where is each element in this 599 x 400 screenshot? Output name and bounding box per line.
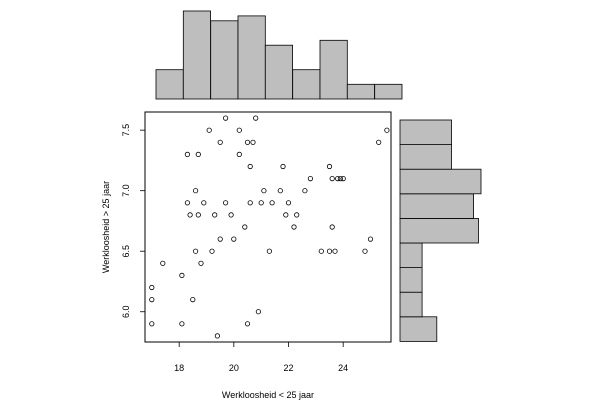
data-point: [269, 200, 275, 206]
histogram-bar: [399, 291, 423, 318]
x-tick-label: 24: [338, 363, 348, 373]
histogram-bar: [399, 316, 438, 342]
data-point: [376, 139, 382, 145]
histogram-bar: [399, 267, 423, 293]
x-axis-label: Werkloosheid < 25 jaar: [222, 390, 314, 400]
y-tick-label: 7.0: [121, 184, 131, 197]
data-point: [244, 321, 251, 327]
data-point: [179, 321, 185, 327]
y-axis: 6.0 6.5 7.0 7.5: [121, 124, 146, 318]
data-point: [332, 248, 338, 254]
data-point: [250, 139, 256, 145]
plot-frame: [144, 111, 392, 343]
data-point: [193, 188, 199, 194]
data-point: [195, 151, 201, 157]
data-point: [236, 127, 242, 133]
data-point: [223, 115, 229, 121]
histogram-bar: [182, 10, 212, 100]
data-point: [184, 151, 190, 157]
data-point: [307, 176, 313, 182]
data-point: [190, 296, 196, 303]
data-point: [228, 212, 234, 218]
data-point: [217, 236, 223, 242]
data-point: [261, 188, 267, 194]
histogram-bar: [399, 168, 482, 195]
data-point: [184, 200, 190, 206]
data-point: [255, 309, 261, 315]
data-point: [329, 224, 335, 230]
y-axis-label: Werkloosheid > 25 jaar: [101, 181, 111, 273]
y-tick-label: 6.5: [121, 245, 131, 258]
data-point: [179, 272, 185, 278]
data-point: [367, 236, 374, 242]
data-point: [266, 248, 272, 254]
histogram-bar: [399, 144, 452, 170]
histogram-bar: [346, 83, 375, 100]
top-histogram: [155, 10, 403, 100]
data-point: [294, 212, 300, 218]
histogram-bar: [399, 193, 474, 219]
data-point: [244, 139, 251, 145]
data-point: [280, 163, 286, 170]
data-point: [362, 248, 368, 254]
histogram-bar: [292, 69, 321, 100]
data-point: [160, 260, 166, 266]
data-point: [340, 176, 346, 182]
data-point: [195, 212, 201, 218]
data-point: [291, 224, 297, 230]
data-point: [187, 212, 193, 218]
data-point: [337, 176, 343, 182]
data-point: [201, 200, 207, 206]
data-point: [236, 151, 242, 157]
data-point: [335, 176, 341, 182]
x-tick-label: 18: [174, 363, 184, 373]
right-histogram: [399, 119, 482, 342]
histogram-bar: [399, 217, 479, 244]
y-tick-label: 6.0: [121, 305, 131, 318]
data-point: [193, 248, 199, 254]
data-point: [326, 248, 333, 254]
data-point: [209, 248, 215, 254]
data-point: [258, 200, 264, 206]
histogram-bar: [399, 242, 423, 269]
data-point: [212, 212, 218, 218]
data-point: [198, 260, 204, 266]
data-point: [277, 188, 283, 194]
histogram-bar: [210, 20, 239, 100]
data-point: [149, 284, 155, 291]
data-point: [384, 127, 390, 133]
histogram-bar: [319, 39, 348, 100]
histogram-bar: [237, 15, 266, 100]
data-point: [242, 224, 248, 230]
x-tick-label: 22: [283, 363, 293, 373]
data-point: [247, 200, 253, 206]
data-point: [223, 200, 229, 206]
data-point: [206, 127, 212, 133]
data-point: [214, 333, 220, 339]
data-point: [302, 188, 308, 194]
data-point: [285, 200, 292, 206]
x-axis: 18 20 22 24: [174, 341, 348, 373]
data-point: [217, 139, 223, 145]
histogram-bar: [374, 83, 403, 100]
data-point: [231, 236, 237, 242]
x-tick-label: 20: [229, 363, 239, 373]
histogram-bar: [155, 69, 184, 100]
data-point: [149, 321, 155, 327]
histogram-bar: [264, 44, 293, 100]
scatter-points: [149, 115, 390, 339]
data-point: [329, 176, 335, 182]
data-point: [283, 212, 289, 218]
data-point: [318, 248, 324, 254]
data-point: [247, 163, 253, 170]
data-point: [253, 115, 259, 121]
histogram-bar: [399, 119, 452, 146]
y-tick-label: 7.5: [121, 124, 131, 137]
data-point: [326, 163, 333, 170]
data-point: [149, 296, 155, 303]
